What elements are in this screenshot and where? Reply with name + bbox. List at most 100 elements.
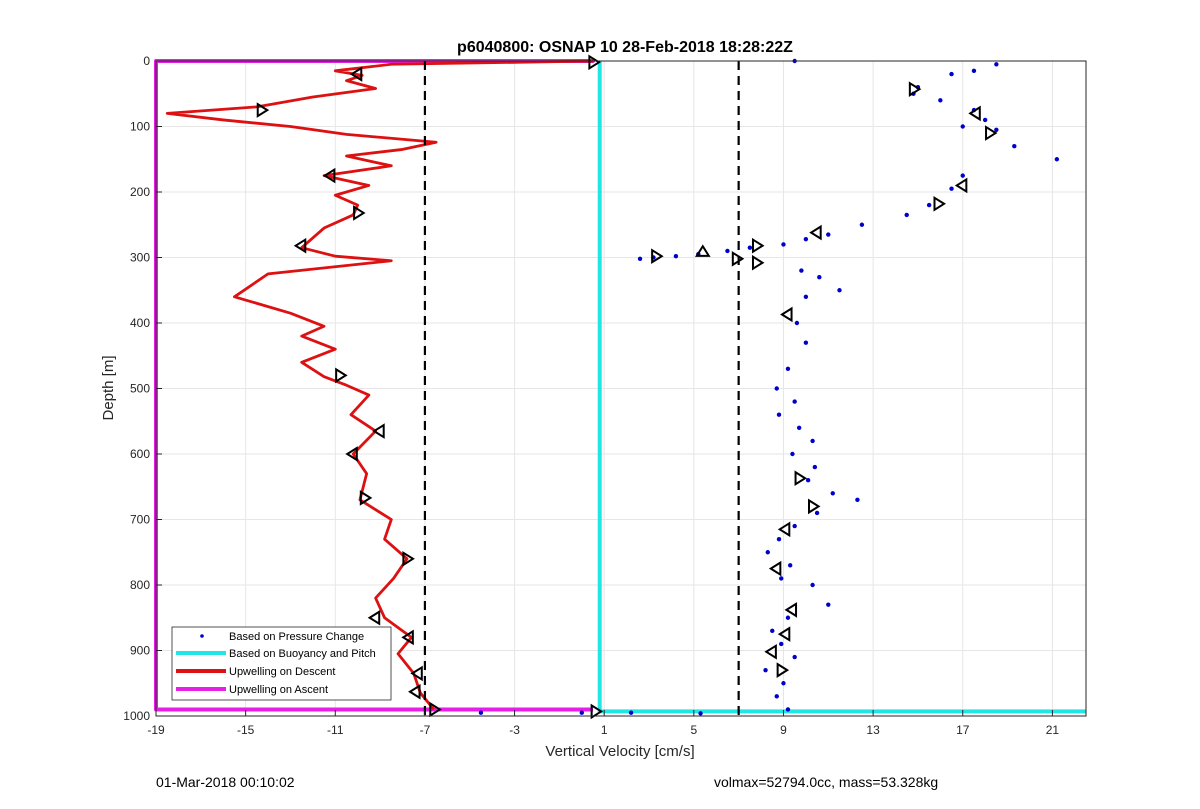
x-tick-label: -15 (237, 723, 255, 737)
direction-marker (293, 237, 307, 254)
direction-marker (349, 66, 363, 82)
pressure-point (826, 602, 831, 607)
legend-entry-ascent: Upwelling on Ascent (176, 684, 328, 696)
y-tick-label: 900 (130, 644, 150, 658)
pressure-point (776, 412, 782, 417)
pressure-point (837, 288, 842, 293)
x-tick-label: 5 (690, 723, 697, 737)
pressure-point (926, 202, 932, 208)
footer-volmax-mass: volmax=52794.0cc, mass=53.328kg (714, 774, 939, 790)
pressure-point (855, 497, 860, 503)
y-tick-label: 500 (130, 382, 150, 396)
direction-marker (353, 205, 366, 221)
pressure-point (774, 386, 779, 391)
legend-entry-pressure: Based on Pressure Change (200, 631, 364, 643)
pressure-point (781, 242, 786, 247)
pressure-point (803, 236, 809, 242)
direction-marker (808, 498, 821, 515)
pressure-point (994, 62, 999, 67)
pressure-point (796, 425, 802, 430)
direction-marker (367, 609, 381, 626)
direction-marker (777, 626, 791, 642)
direction-marker (401, 629, 414, 646)
x-tick-label: 17 (956, 723, 970, 737)
pressure-point (776, 536, 782, 542)
x-tick-label: -3 (509, 723, 520, 737)
pressure-point (785, 615, 791, 620)
legend: Based on Pressure Change Based on Buoyan… (171, 626, 392, 701)
pressure-point (765, 550, 770, 555)
y-tick-label: 1000 (123, 709, 150, 723)
pressure-point (785, 707, 791, 712)
legend-entry-buoyancy: Based on Buoyancy and Pitch (176, 648, 376, 660)
y-tick-label: 600 (130, 447, 150, 461)
pressure-point (949, 186, 954, 191)
pressure-point (792, 399, 797, 404)
y-axis-label: Depth [m] (100, 355, 117, 420)
y-tick-label: 800 (130, 578, 150, 592)
pressure-point (994, 127, 999, 132)
direction-marker (588, 54, 601, 71)
pressure-point (803, 340, 809, 345)
direction-marker (256, 102, 270, 118)
pressure-point (763, 667, 768, 673)
chart-title: p6040800: OSNAP 10 28-Feb-2018 18:28:22Z (457, 39, 793, 56)
pressure-point (781, 681, 786, 686)
x-tick-label: 9 (780, 723, 787, 737)
direction-marker (345, 446, 358, 462)
legend-swatch-pressure (200, 634, 204, 638)
pressure-point (628, 710, 634, 715)
direction-markers (256, 54, 998, 720)
y-tick-label: 0 (143, 54, 150, 68)
pressure-point (725, 248, 730, 254)
x-axis-label: Vertical Velocity [cm/s] (545, 743, 694, 760)
direction-marker (784, 602, 798, 618)
legend-label-descent: Upwelling on Descent (229, 666, 335, 678)
y-tick-label: 700 (130, 513, 150, 527)
pressure-point (949, 71, 954, 77)
direction-marker (731, 251, 745, 267)
pressure-point (982, 117, 988, 123)
descent-series (165, 59, 594, 711)
pressure-point (814, 510, 820, 516)
direction-marker (402, 550, 415, 567)
pressure-point (770, 628, 775, 634)
pressure-point (859, 222, 865, 227)
footer-timestamp: 01-Mar-2018 00:10:02 (156, 774, 295, 790)
direction-marker (590, 703, 604, 720)
direction-marker (751, 254, 765, 271)
y-tick-label: 200 (130, 185, 150, 199)
pressure-point (971, 68, 977, 74)
direction-marker (768, 560, 782, 577)
pressure-point (799, 268, 804, 273)
x-tick-label: 1 (601, 723, 608, 737)
direction-marker (751, 237, 765, 254)
legend-entry-descent: Upwelling on Descent (176, 666, 335, 678)
legend-label-pressure: Based on Pressure Change (229, 631, 364, 643)
pressure-point (803, 294, 809, 299)
direction-marker (372, 423, 385, 439)
pressure-point (938, 98, 943, 103)
pressure-point (960, 173, 965, 178)
x-tick-label: 21 (1046, 723, 1060, 737)
direction-marker (694, 244, 711, 257)
pressure-point (698, 711, 703, 716)
legend-label-buoyancy: Based on Buoyancy and Pitch (229, 648, 376, 660)
pressure-point (774, 694, 779, 699)
pressure-point (1012, 143, 1017, 149)
x-tick-label: -11 (327, 723, 344, 737)
direction-marker (764, 644, 777, 660)
y-tick-label: 400 (130, 316, 150, 330)
pressure-point (810, 438, 815, 444)
x-tick-label: -19 (147, 723, 165, 737)
direction-marker (777, 521, 791, 538)
direction-marker (809, 224, 822, 241)
pressure-point (747, 245, 753, 250)
pressure-point (817, 274, 822, 280)
direction-marker (933, 195, 946, 212)
pressure-point (785, 366, 791, 372)
direction-marker (780, 306, 793, 323)
pressure-point (792, 523, 797, 529)
pressure-point (812, 464, 818, 470)
